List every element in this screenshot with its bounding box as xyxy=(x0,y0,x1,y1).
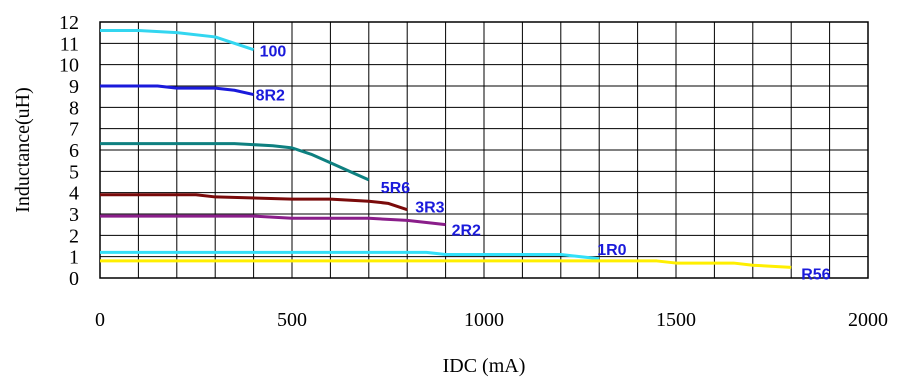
series-line-100 xyxy=(100,29,255,52)
series-label-r56: R56 xyxy=(801,266,830,283)
series-label-100: 100 xyxy=(260,44,287,61)
series-line-3r3 xyxy=(100,193,408,212)
y-tick-label: 10 xyxy=(59,55,79,77)
series-label-5r6: 5R6 xyxy=(381,180,410,197)
y-tick-label: 3 xyxy=(69,204,79,226)
y-tick-label: 2 xyxy=(69,225,79,247)
grid xyxy=(100,22,868,278)
y-tick-label: 8 xyxy=(69,97,79,119)
series-line-2r2 xyxy=(100,214,446,227)
x-tick-label: 1500 xyxy=(656,309,696,331)
y-tick-label: 7 xyxy=(69,119,79,141)
y-tick-label: 11 xyxy=(60,33,79,55)
y-tick-label: 5 xyxy=(69,161,79,183)
series-label-2r2: 2R2 xyxy=(452,223,481,240)
x-axis-title: IDC (mA) xyxy=(443,355,526,377)
y-tick-label: 1 xyxy=(69,247,79,269)
series-labels: 100 8R2 5R6 3R3 2R2 1R0 R56 xyxy=(256,44,831,284)
series-line-1r0 xyxy=(100,250,600,261)
x-tick-label: 2000 xyxy=(848,309,888,331)
series-line-8r2 xyxy=(100,84,254,96)
series-line-r56 xyxy=(100,259,792,269)
y-tick-label: 9 xyxy=(69,76,79,98)
y-tick-label: 4 xyxy=(69,183,79,205)
y-tick-label: 0 xyxy=(69,268,79,290)
x-tick-label: 500 xyxy=(277,309,307,331)
y-axis-title: Inductance(uH) xyxy=(12,87,34,213)
y-tick-label: 6 xyxy=(69,140,79,162)
series-lines xyxy=(100,29,792,269)
series-label-1r0: 1R0 xyxy=(597,242,626,259)
x-tick-labels: 0 500 1000 1500 2000 xyxy=(95,309,888,331)
plot-frame xyxy=(99,21,869,279)
series-label-8r2: 8R2 xyxy=(256,88,285,105)
series-label-3r3: 3R3 xyxy=(415,200,444,217)
x-tick-label: 0 xyxy=(95,309,105,331)
y-tick-label: 12 xyxy=(59,12,79,34)
x-tick-label: 1000 xyxy=(464,309,504,331)
series-line-5r6 xyxy=(100,142,370,182)
